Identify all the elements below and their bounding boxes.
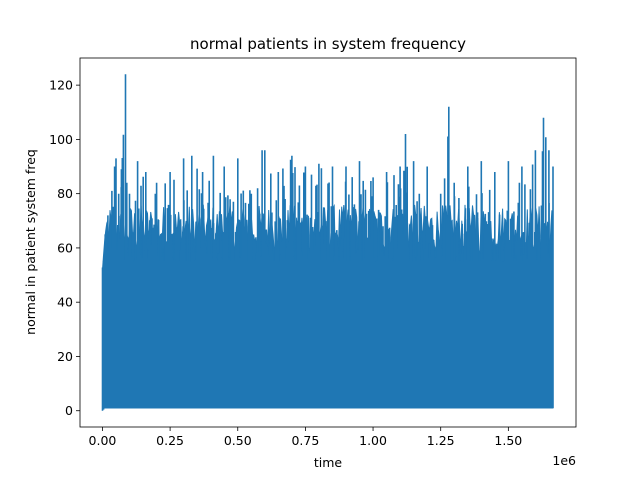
y-tick-label: 100 (49, 132, 73, 147)
y-tick-label: 20 (57, 349, 73, 364)
y-tick-label: 80 (57, 186, 73, 201)
x-tick-label: 1.50 (494, 433, 522, 448)
y-axis-title: normal in patient system freq (23, 149, 38, 335)
x-axis-offset-label: 1e6 (552, 453, 576, 468)
x-tick-label: 0.75 (291, 433, 319, 448)
plot-area (101, 74, 554, 411)
axes-frame (79, 57, 577, 428)
chart-title: normal patients in system frequency (190, 35, 466, 53)
y-tick-label: 0 (65, 403, 73, 418)
y-tick-label: 40 (57, 295, 73, 310)
x-axis: 0.00 0.25 0.50 0.75 1.00 1.25 1.50 (89, 427, 522, 448)
y-tick-label: 60 (57, 240, 73, 255)
x-axis-title: time (314, 455, 343, 470)
series-line (101, 74, 554, 411)
x-tick-label: 0.00 (89, 433, 117, 448)
x-tick-label: 0.25 (156, 433, 184, 448)
y-tick-label: 120 (49, 78, 73, 93)
x-tick-label: 1.00 (359, 433, 387, 448)
x-tick-label: 0.50 (224, 433, 252, 448)
x-tick-label: 1.25 (427, 433, 455, 448)
y-axis: 0 20 40 60 80 100 120 (49, 78, 80, 418)
